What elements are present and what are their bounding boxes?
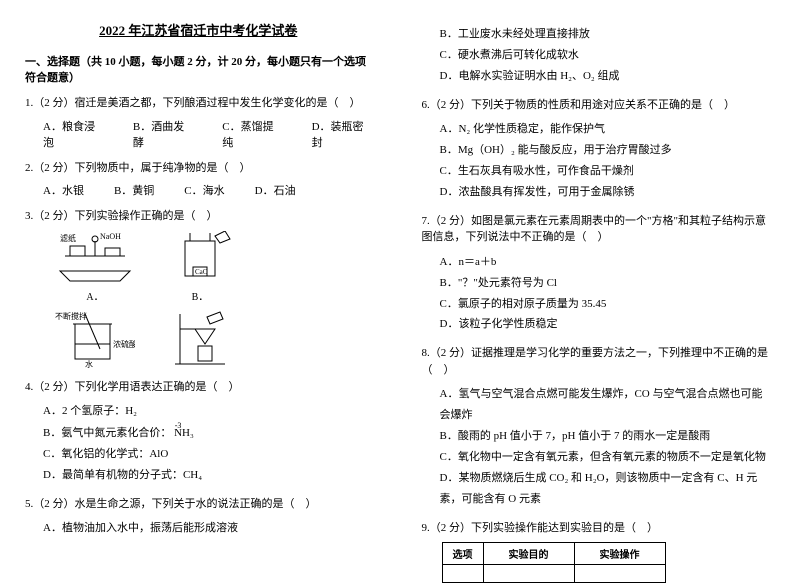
q8-opt-a: A．氢气与空气混合点燃可能发生爆炸，CO 与空气混合点燃也可能会爆炸 <box>440 384 769 426</box>
q3-fig-row1: 滤纸 NaOH A． CaO B． <box>55 231 372 303</box>
q8-opt-d: D．某物质燃烧后生成 CO₂ 和 H₂O，则该物质中一定含有 C、H 元素，可能… <box>440 468 769 510</box>
q1-opt-c: C．蒸馏提纯 <box>222 118 281 150</box>
q1-opt-b: B．酒曲发酵 <box>133 118 192 150</box>
exam-title: 2022 年江苏省宿迁市中考化学试卷 <box>25 20 372 39</box>
q6-opt-c: C．生石灰具有吸水性，可作食品干燥剂 <box>440 161 769 182</box>
q6-opt-a: A．N₂ 化学性质稳定，能作保护气 <box>440 119 769 140</box>
svg-text:NaOH: NaOH <box>100 232 121 241</box>
svg-text:滤纸: 滤纸 <box>60 233 76 243</box>
q3-label-a: A． <box>55 288 135 303</box>
q8-opt-c: C．氧化物中一定含有氧元素，但含有氧元素的物质不一定是氧化物 <box>440 447 769 468</box>
q8-opt-b: B．酸雨的 pH 值小于 7，pH 值小于 7 的雨水一定是酸雨 <box>440 426 769 447</box>
q6-opt-d: D．浓盐酸具有挥发性，可用于金属除锈 <box>440 182 769 203</box>
q1-opt-a: A．粮食浸泡 <box>43 118 103 150</box>
q4-stem: 4.（2 分）下列化学用语表达正确的是（ ） <box>25 379 372 396</box>
bottle-icon: CaO <box>165 231 235 286</box>
q4-opt-a: A．2 个氢原子：H₂ <box>43 401 372 422</box>
section1-head: 一、选择题（共 10 小题，每小题 2 分，计 20 分，每小题只有一个选项符合… <box>25 53 372 85</box>
q4-opt-b: B．氨气中氮元素化合价： -3 N H₃ <box>43 422 372 444</box>
q2-opt-a: A．水银 <box>43 182 84 198</box>
q7-opt-c: C．氯原子的相对原子质量为 35.45 <box>440 294 769 315</box>
q5-opt-d: D．电解水实验证明水由 H₂、O₂ 组成 <box>440 66 769 87</box>
q7-opt-a: A．n＝a＋b <box>440 252 769 273</box>
balance-icon: 滤纸 NaOH <box>55 231 135 286</box>
q3-stem: 3.（2 分）下列实验操作正确的是（ ） <box>25 208 372 225</box>
q3-label-b: B． <box>165 288 235 303</box>
q3-fig-row2: 不断搅拌 浓硫酸 水 <box>55 309 372 369</box>
q1-opt-d: D．装瓶密封 <box>312 118 372 150</box>
q4-opt-c: C．氧化铝的化学式：AlO <box>43 444 372 465</box>
q5-opt-c: C．硬水煮沸后可转化成软水 <box>440 45 769 66</box>
q2-opt-d: D．石油 <box>255 182 296 198</box>
q7-stem: 7.（2 分）如图是氯元素在元素周期表中的一个"方格"和其粒子结构示意图信息，下… <box>422 213 769 246</box>
q9-table: 选项 实验目的 实验操作 <box>442 542 666 583</box>
q6-opt-b: B．Mg（OH）₂ 能与酸反应，用于治疗胃酸过多 <box>440 140 769 161</box>
svg-text:CaO: CaO <box>195 268 208 276</box>
q9-th2: 实验目的 <box>483 543 574 565</box>
q6-stem: 6.（2 分）下列关于物质的性质和用途对应关系不正确的是（ ） <box>422 97 769 114</box>
q9-th1: 选项 <box>442 543 483 565</box>
q2-opt-c: C．海水 <box>184 182 224 198</box>
svg-text:不断搅拌: 不断搅拌 <box>55 311 87 321</box>
q9-stem: 9.（2 分）下列实验操作能达到实验目的是（ ） <box>422 520 769 537</box>
svg-text:水: 水 <box>85 359 93 369</box>
q5-opt-a: A．植物油加入水中，振荡后能形成溶液 <box>43 518 372 539</box>
stand-filter-icon <box>165 309 235 369</box>
svg-text:浓硫酸: 浓硫酸 <box>113 339 135 349</box>
beaker-stir-icon: 不断搅拌 浓硫酸 水 <box>55 309 135 369</box>
q7-opt-b: B．"？"处元素符号为 Cl <box>440 273 769 294</box>
q4-opt-d: D．最简单有机物的分子式：CH₄ <box>43 465 372 486</box>
q2-opt-b: B．黄铜 <box>114 182 154 198</box>
q8-stem: 8.（2 分）证据推理是学习化学的重要方法之一，下列推理中不正确的是（ ） <box>422 345 769 378</box>
q2-stem: 2.（2 分）下列物质中，属于纯净物的是（ ） <box>25 160 372 177</box>
q5-opt-b: B．工业废水未经处理直接排放 <box>440 24 769 45</box>
q7-opt-d: D．该粒子化学性质稳定 <box>440 314 769 335</box>
q5-stem: 5.（2 分）水是生命之源，下列关于水的说法正确的是（ ） <box>25 496 372 513</box>
q9-th3: 实验操作 <box>574 543 665 565</box>
q1-stem: 1.（2 分）宿迁是美酒之都，下列酿酒过程中发生化学变化的是（ ） <box>25 95 372 112</box>
